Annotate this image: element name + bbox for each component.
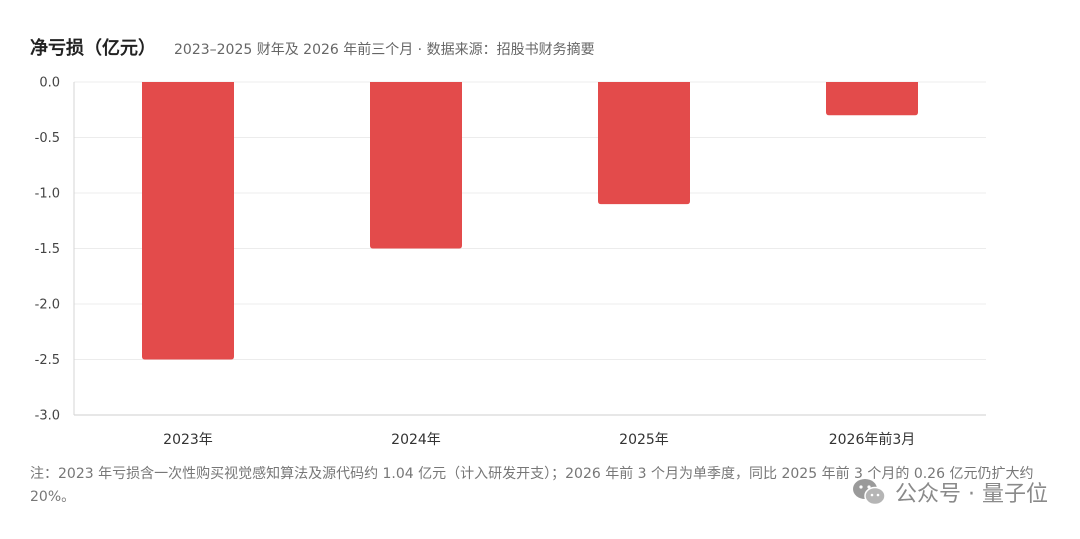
footnote: 注：2023 年亏损含一次性购买视觉感知算法及源代码约 1.04 亿元（计入研发… xyxy=(30,466,1034,505)
bars xyxy=(142,82,918,360)
y-tick-label: 0.0 xyxy=(39,76,60,91)
bar xyxy=(826,82,918,116)
x-tick-label: 2025年 xyxy=(619,432,669,448)
bar-chart: 0.0-0.5-1.0-1.5-2.0-2.5-3.0 2023年 2024年 20… xyxy=(35,76,986,448)
bar xyxy=(598,82,690,205)
x-tick-label: 2024年 xyxy=(391,432,441,448)
y-tick-label: -3.0 xyxy=(35,409,60,424)
chart-title: 净亏损（亿元） xyxy=(30,38,156,59)
watermark: 公众号 · 量子位 xyxy=(851,476,1048,508)
y-tick-label: -2.5 xyxy=(35,353,60,368)
x-tick-label: 2026年前3月 xyxy=(829,431,916,448)
y-tick-label: -1.0 xyxy=(35,187,60,202)
y-tick-label: -2.0 xyxy=(35,298,60,313)
chart-header: 净亏损（亿元） 2023–2025 财年及 2026 年前三个月 · 数据来源：… xyxy=(30,34,595,60)
y-tick-label: -0.5 xyxy=(35,131,60,146)
watermark-text: 公众号 · 量子位 xyxy=(895,482,1048,507)
bar xyxy=(370,82,462,249)
y-axis-ticks: 0.0 -0.5 -1.0 -1.5 -2.0 -2.5 -3.0 xyxy=(35,76,60,424)
wechat-icon xyxy=(851,477,887,507)
x-axis-ticks: 2023年 2024年 2025年 2026年前3月 xyxy=(163,431,915,448)
bar xyxy=(142,82,234,360)
chart-subtitle: 2023–2025 财年及 2026 年前三个月 · 数据来源：招股书财务摘要 xyxy=(174,42,595,58)
y-tick-label: -1.5 xyxy=(35,242,60,257)
x-tick-label: 2023年 xyxy=(163,432,213,448)
